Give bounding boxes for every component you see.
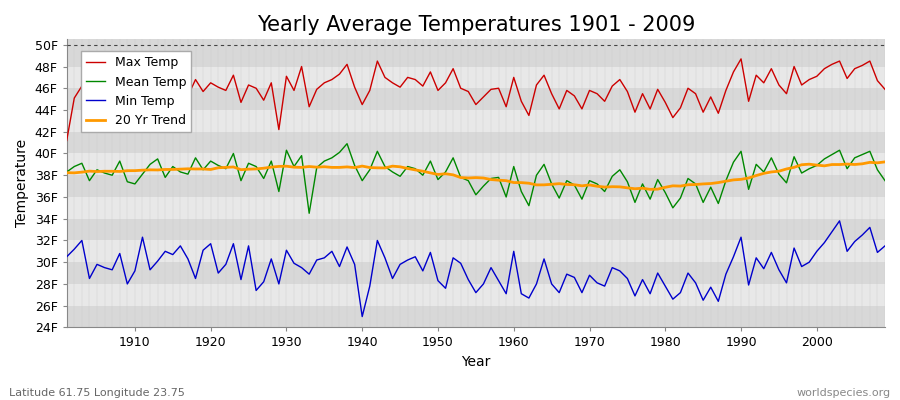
20 Yr Trend	[500, 178, 511, 183]
Min Temp	[356, 314, 367, 319]
Mean Temp	[289, 164, 300, 169]
Min Temp	[289, 261, 300, 266]
Text: worldspecies.org: worldspecies.org	[796, 388, 891, 398]
20 Yr Trend	[334, 165, 345, 170]
Max Temp	[508, 75, 519, 80]
Max Temp	[879, 87, 890, 92]
Min Temp	[508, 249, 519, 254]
Bar	[67, 284, 885, 306]
Min Temp	[879, 244, 890, 248]
Mean Temp	[304, 211, 315, 216]
Mean Temp	[61, 170, 72, 174]
Max Temp	[122, 106, 132, 111]
Line: Min Temp: Min Temp	[67, 221, 885, 316]
Max Temp	[334, 72, 345, 76]
Y-axis label: Temperature: Temperature	[15, 139, 29, 228]
Bar	[67, 45, 885, 66]
Min Temp	[607, 265, 617, 270]
Bar	[67, 132, 885, 154]
Line: 20 Yr Trend: 20 Yr Trend	[67, 162, 885, 189]
Min Temp	[334, 264, 345, 269]
Legend: Max Temp, Mean Temp, Min Temp, 20 Yr Trend: Max Temp, Mean Temp, Min Temp, 20 Yr Tre…	[81, 51, 192, 132]
Min Temp	[61, 254, 72, 259]
Bar	[67, 306, 885, 328]
20 Yr Trend	[61, 170, 72, 175]
Max Temp	[735, 56, 746, 61]
Mean Temp	[524, 203, 535, 208]
20 Yr Trend	[122, 168, 132, 173]
20 Yr Trend	[644, 187, 655, 192]
X-axis label: Year: Year	[461, 355, 491, 369]
Mean Temp	[349, 163, 360, 168]
Max Temp	[500, 104, 511, 109]
Min Temp	[834, 218, 845, 223]
Mean Temp	[122, 179, 132, 184]
Bar	[67, 262, 885, 284]
Max Temp	[61, 138, 72, 143]
20 Yr Trend	[508, 180, 519, 185]
Max Temp	[289, 88, 300, 93]
Bar	[67, 175, 885, 197]
20 Yr Trend	[599, 185, 610, 190]
Mean Temp	[516, 189, 526, 194]
Mean Temp	[342, 141, 353, 146]
Bar	[67, 110, 885, 132]
Line: Mean Temp: Mean Temp	[67, 144, 885, 213]
Bar	[67, 219, 885, 240]
Bar	[67, 66, 885, 88]
Bar	[67, 88, 885, 110]
Mean Temp	[615, 167, 626, 172]
Min Temp	[516, 291, 526, 296]
Mean Temp	[879, 178, 890, 183]
20 Yr Trend	[879, 160, 890, 164]
Text: Latitude 61.75 Longitude 23.75: Latitude 61.75 Longitude 23.75	[9, 388, 184, 398]
Bar	[67, 197, 885, 219]
20 Yr Trend	[289, 165, 300, 170]
Title: Yearly Average Temperatures 1901 - 2009: Yearly Average Temperatures 1901 - 2009	[256, 15, 695, 35]
Line: Max Temp: Max Temp	[67, 59, 885, 140]
Min Temp	[122, 282, 132, 286]
Max Temp	[599, 99, 610, 104]
Bar	[67, 240, 885, 262]
Bar	[67, 154, 885, 175]
